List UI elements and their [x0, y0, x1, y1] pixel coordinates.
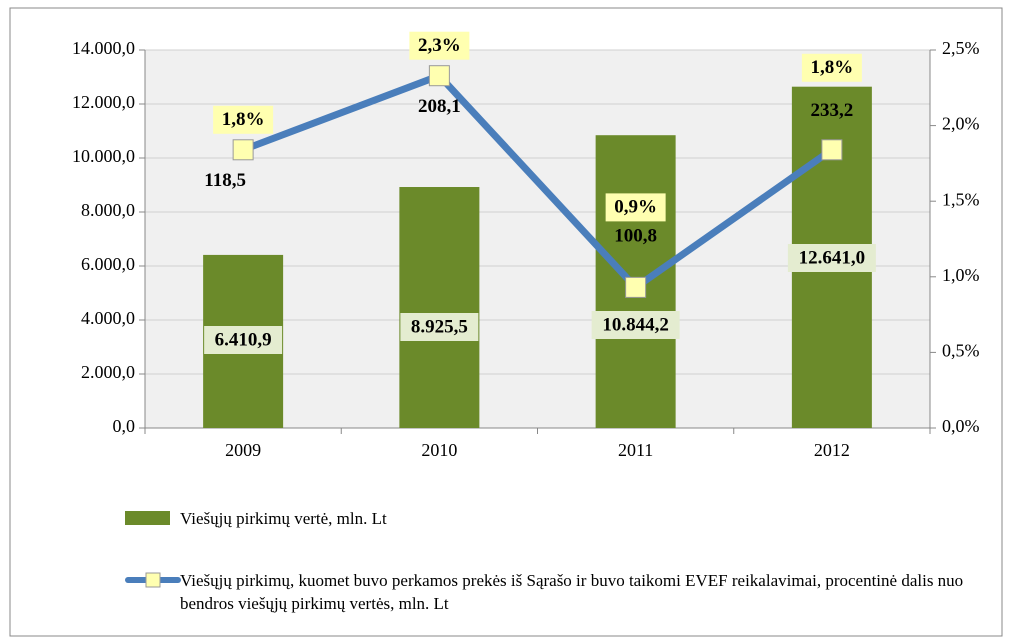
bar-value-label: 8.925,5: [411, 316, 468, 337]
line-amount-label: 208,1: [418, 96, 461, 117]
y-tick-label: 4.000,0: [81, 308, 135, 328]
y2-tick-label: 1,0%: [942, 265, 980, 285]
y-tick-label: 10.000,0: [72, 146, 135, 166]
line-amount-label: 118,5: [204, 170, 246, 191]
y-tick-label: 6.000,0: [81, 254, 135, 274]
y-tick-label: 12.000,0: [72, 92, 135, 112]
bar-value-label-box: [591, 311, 680, 339]
line-marker: [821, 139, 843, 161]
y2-tick-label: 2,5%: [942, 38, 980, 58]
x-tick-label: 2009: [225, 440, 261, 460]
line-value-label-box: [605, 193, 666, 222]
bar-value-label-box: [787, 244, 876, 272]
bar-value-label: 12.641,0: [799, 247, 866, 268]
line-value-label-box: [409, 31, 470, 60]
y-tick-label: 8.000,0: [81, 200, 135, 220]
bar-value-label: 6.410,9: [215, 329, 272, 350]
line-value-label: 1,8%: [222, 109, 265, 130]
y-tick-label: 2.000,0: [81, 362, 135, 382]
x-tick-label: 2012: [814, 440, 850, 460]
line-value-label-box: [801, 53, 862, 82]
y2-tick-label: 2,0%: [942, 114, 980, 134]
bar-value-label-box: [400, 313, 479, 341]
x-tick-label: 2011: [618, 440, 653, 460]
y2-tick-label: 0,5%: [942, 341, 980, 361]
x-tick-label: 2010: [421, 440, 457, 460]
line-value-label-box: [213, 105, 274, 134]
legend-entry: Viešųjų pirkimų vertė, mln. Lt: [180, 509, 387, 528]
line-marker: [428, 65, 450, 87]
legend-swatch-bar: [125, 511, 170, 525]
y-tick-label: 0,0: [113, 416, 136, 436]
bar-value-label: 10.844,2: [602, 314, 669, 335]
line-amount-label: 233,2: [811, 100, 854, 121]
bar-value-label-box: [204, 326, 283, 354]
y-tick-label: 14.000,0: [72, 38, 135, 58]
line-marker: [232, 139, 254, 161]
bar: [399, 187, 480, 428]
y2-tick-label: 0,0%: [942, 416, 980, 436]
legend-swatch-marker: [145, 572, 161, 588]
line: [241, 72, 834, 291]
line-marker: [625, 276, 647, 298]
line-value-label: 0,9%: [614, 197, 657, 218]
line-amount-label: 100,8: [614, 226, 657, 247]
line-value-label: 1,8%: [811, 57, 854, 78]
y2-tick-label: 1,5%: [942, 189, 980, 209]
legend-entry: Viešųjų pirkimų, kuomet buvo perkamos pr…: [180, 571, 964, 613]
line-value-label: 2,3%: [418, 35, 461, 56]
